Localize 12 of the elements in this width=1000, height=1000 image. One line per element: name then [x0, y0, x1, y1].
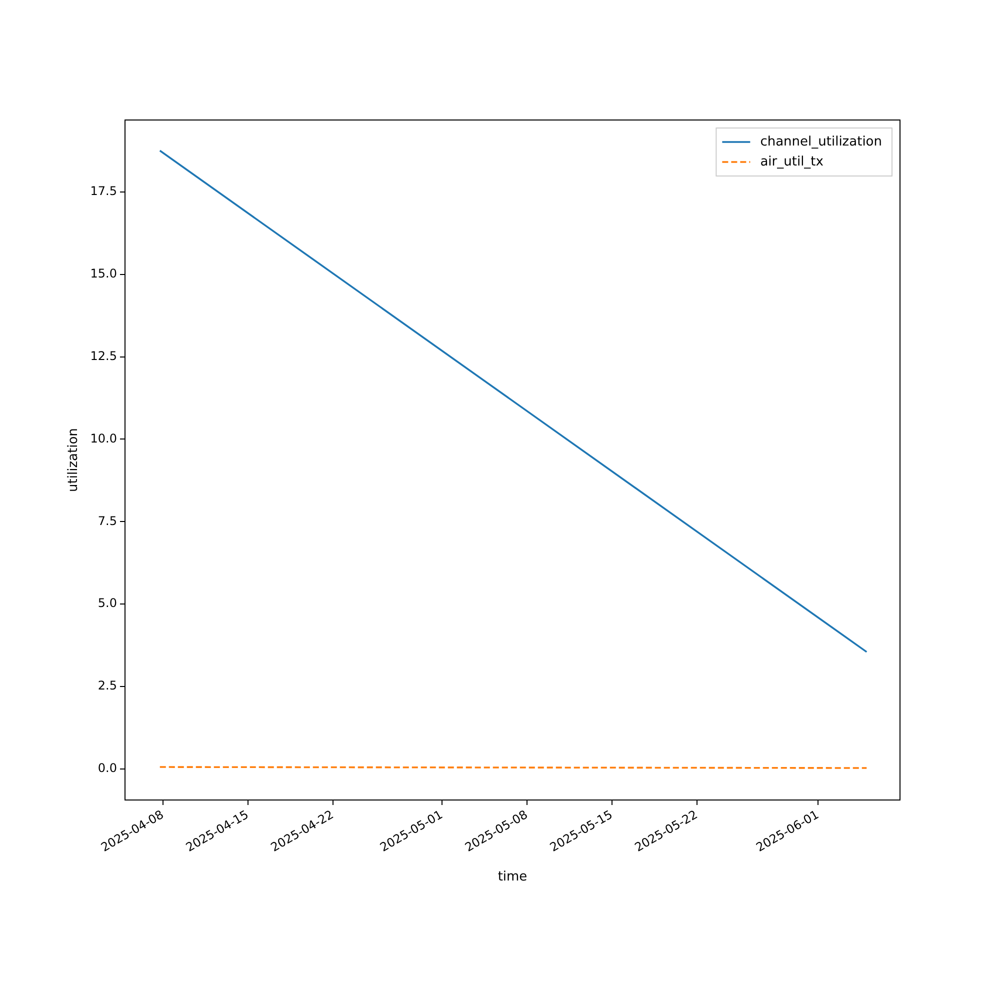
y-tick-label: 2.5	[98, 678, 117, 693]
y-tick-label: 10.0	[90, 431, 117, 446]
y-tick-label: 17.5	[90, 184, 117, 198]
y-tick-label: 0.0	[98, 761, 117, 776]
y-tick-label: 5.0	[98, 596, 117, 610]
x-axis-title: time	[498, 870, 528, 885]
y-tick-label: 15.0	[90, 266, 117, 280]
y-axis-title: utilization	[66, 428, 82, 492]
legend-label: air_util_tx	[760, 154, 824, 170]
y-tick-label: 7.5	[98, 514, 117, 528]
y-tick-label: 12.5	[90, 348, 117, 363]
legend-label: channel_utilization	[760, 134, 882, 150]
